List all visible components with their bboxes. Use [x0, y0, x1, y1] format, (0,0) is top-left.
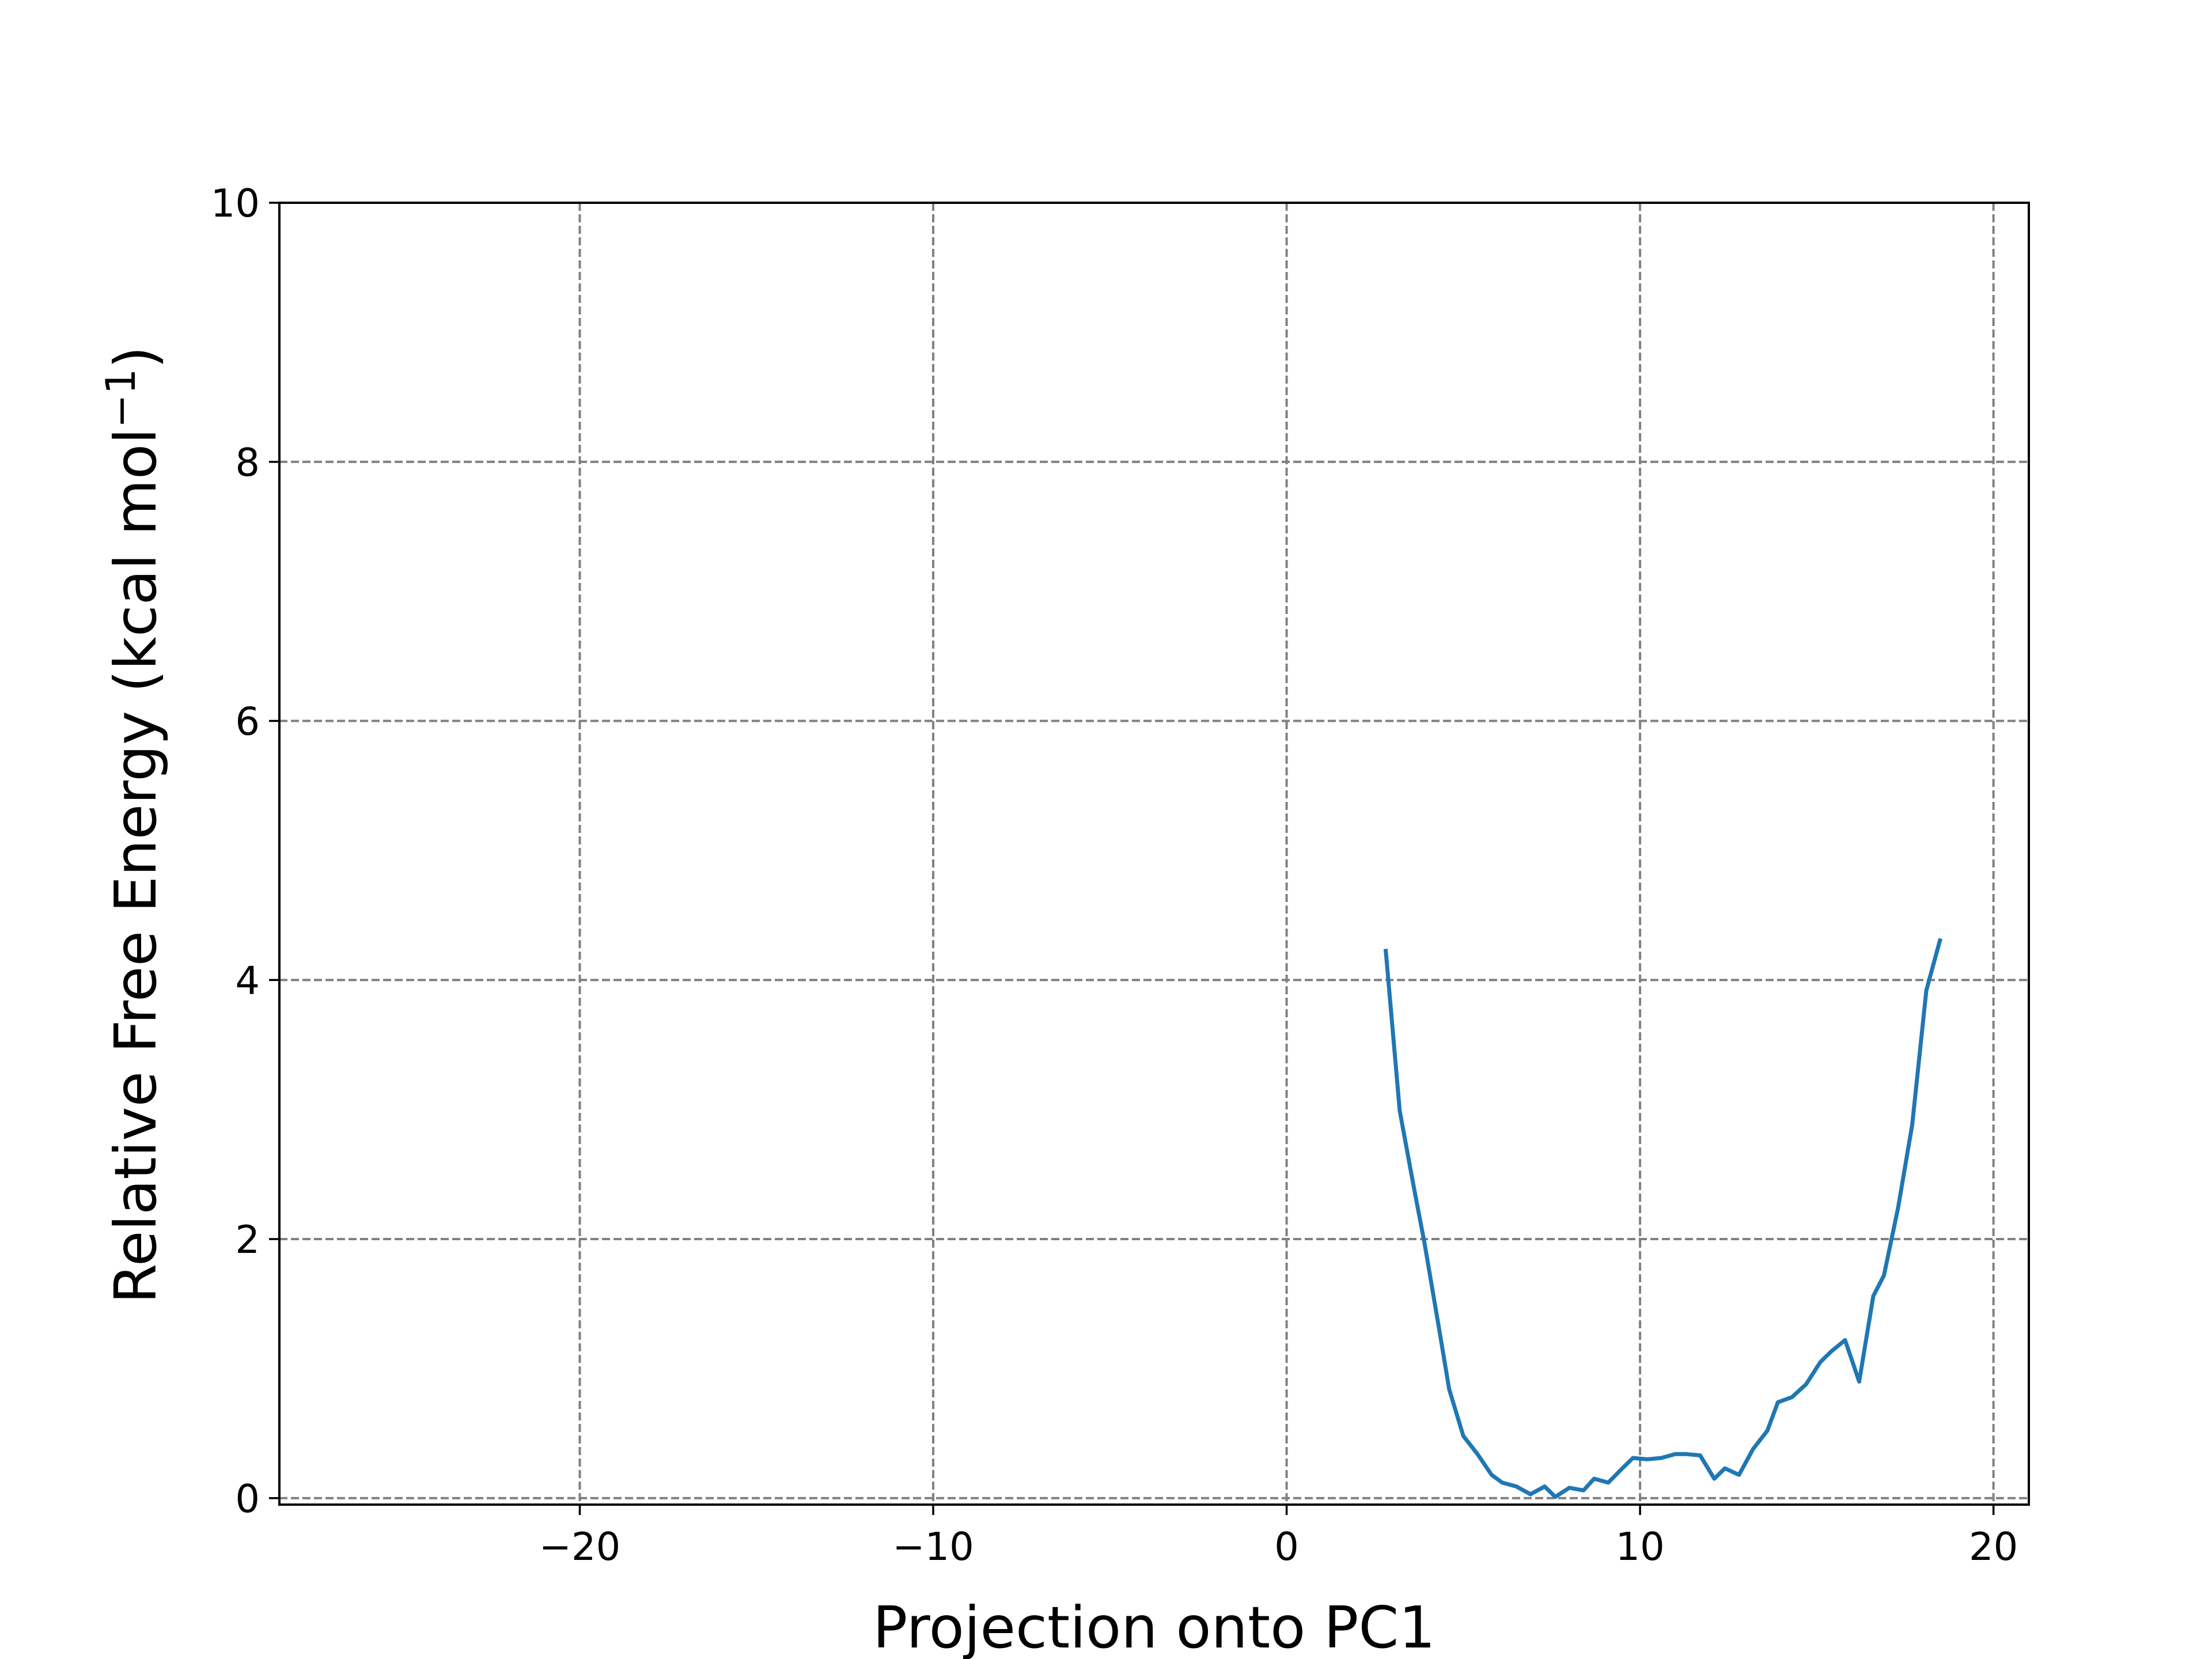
y-tick-label: 10	[211, 181, 260, 226]
y-axis-label-main: Relative Free Energy (kcal mol	[102, 428, 169, 1304]
y-axis-label: Relative Free Energy (kcal mol−1)	[97, 346, 169, 1304]
y-tick-label: 0	[235, 1476, 260, 1521]
plot-frame	[278, 202, 2030, 1506]
plot-series	[1383, 938, 1942, 1499]
x-tick-label: 10	[1615, 1524, 1664, 1569]
x-tick-label: −10	[892, 1524, 974, 1569]
series-line	[1383, 938, 1942, 1499]
x-tick-label: 0	[1274, 1524, 1299, 1569]
x-tick-label: −20	[539, 1524, 620, 1569]
grid	[279, 202, 2029, 1505]
y-tick-label: 6	[235, 699, 260, 744]
y-tick-label: 2	[235, 1217, 260, 1262]
axis-ticks	[269, 202, 1995, 1515]
y-axis-label-close: )	[102, 346, 169, 369]
tick-labels: −20 −10 0 10 20 0 2 4 6 8 10	[211, 181, 2018, 1569]
y-axis-label-superscript: −1	[97, 369, 145, 428]
y-tick-label: 4	[235, 958, 260, 1003]
y-tick-label: 8	[235, 440, 260, 485]
x-axis-label: Projection onto PC1	[873, 1594, 1435, 1659]
x-tick-label: 20	[1969, 1524, 2018, 1569]
